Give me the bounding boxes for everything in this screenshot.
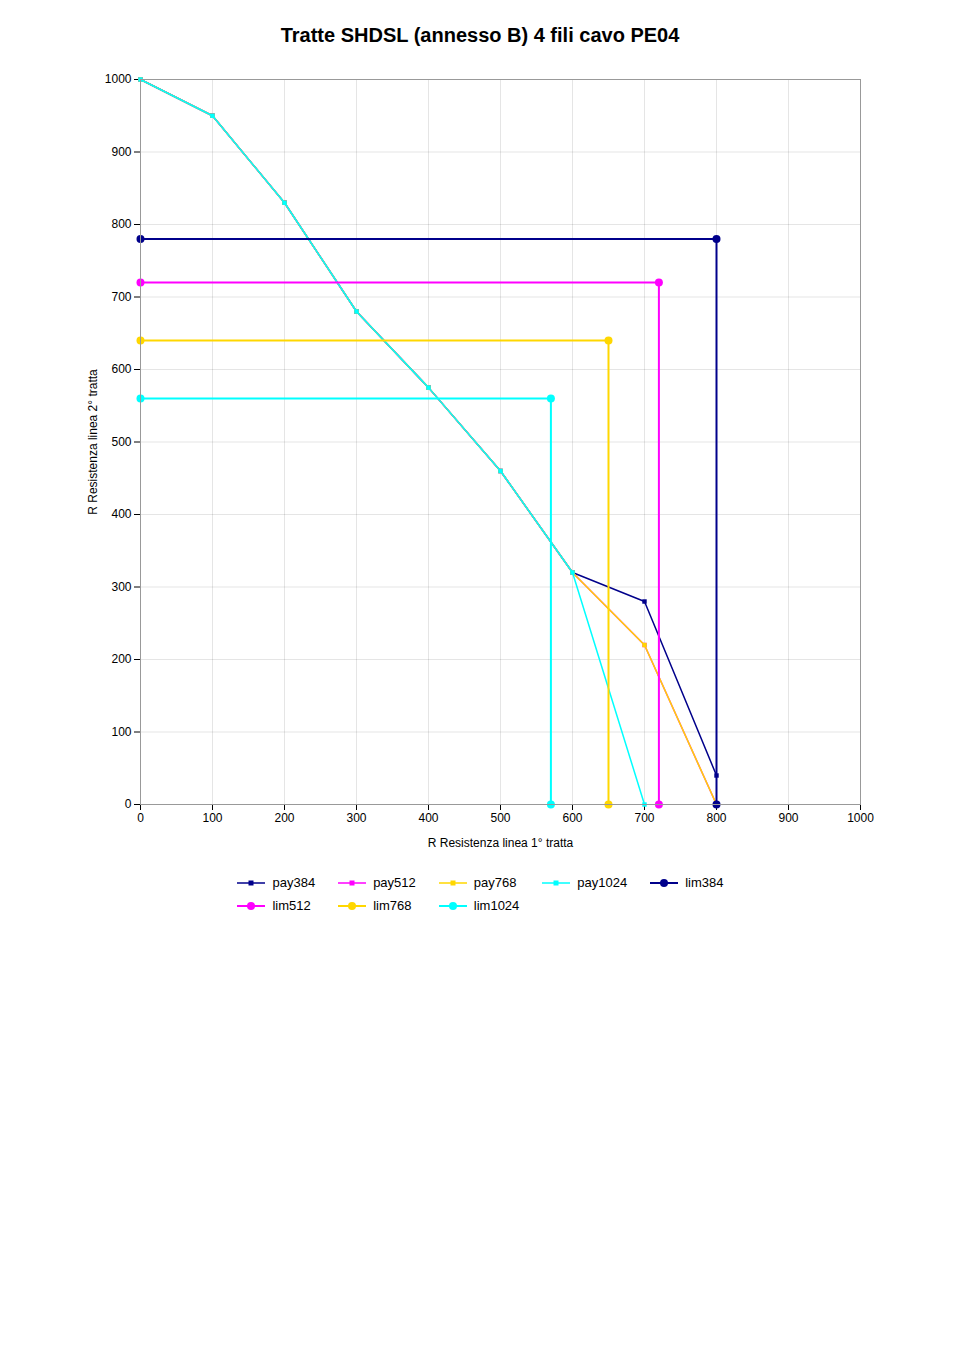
svg-text:1000: 1000	[847, 811, 874, 825]
svg-text:600: 600	[562, 811, 582, 825]
svg-text:900: 900	[778, 811, 798, 825]
svg-text:900: 900	[111, 145, 131, 159]
html-text:pay1024: pay1024	[577, 875, 628, 890]
html-text:Tratte SHDSL (annesso B) 4 fil: Tratte SHDSL (annesso B) 4 fili cavo PE0…	[280, 24, 680, 46]
svg-text:R Resistenza linea 2° tratta: R Resistenza linea 2° tratta	[86, 369, 100, 515]
svg-text:1000: 1000	[105, 72, 132, 86]
svg-text:100: 100	[111, 725, 131, 739]
svg-text:500: 500	[490, 811, 510, 825]
svg-text:700: 700	[634, 811, 654, 825]
svg-text:200: 200	[274, 811, 294, 825]
html-text:pay512: pay512	[373, 875, 416, 890]
svg-text:100: 100	[202, 811, 222, 825]
svg-text:700: 700	[111, 290, 131, 304]
svg-text:200: 200	[111, 652, 131, 666]
html-text:lim768: lim768	[373, 898, 412, 913]
html-text:pay768: pay768	[473, 875, 517, 890]
html-text:pay384: pay384	[272, 875, 316, 890]
svg-text:400: 400	[111, 507, 131, 521]
html-text:lim384: lim384	[685, 875, 724, 890]
svg-text:300: 300	[346, 811, 366, 825]
svg-text:600: 600	[111, 362, 131, 376]
svg-text:R Resistenza linea 1° tratta: R Resistenza linea 1° tratta	[428, 836, 574, 850]
svg-text:300: 300	[111, 580, 131, 594]
html-text:lim512: lim512	[272, 898, 311, 913]
svg-text:400: 400	[418, 811, 438, 825]
html-text:lim1024: lim1024	[473, 898, 520, 913]
svg-text:800: 800	[706, 811, 726, 825]
svg-text:800: 800	[111, 217, 131, 231]
svg-text:0: 0	[137, 811, 144, 825]
svg-text:0: 0	[125, 797, 132, 811]
svg-text:500: 500	[111, 435, 131, 449]
